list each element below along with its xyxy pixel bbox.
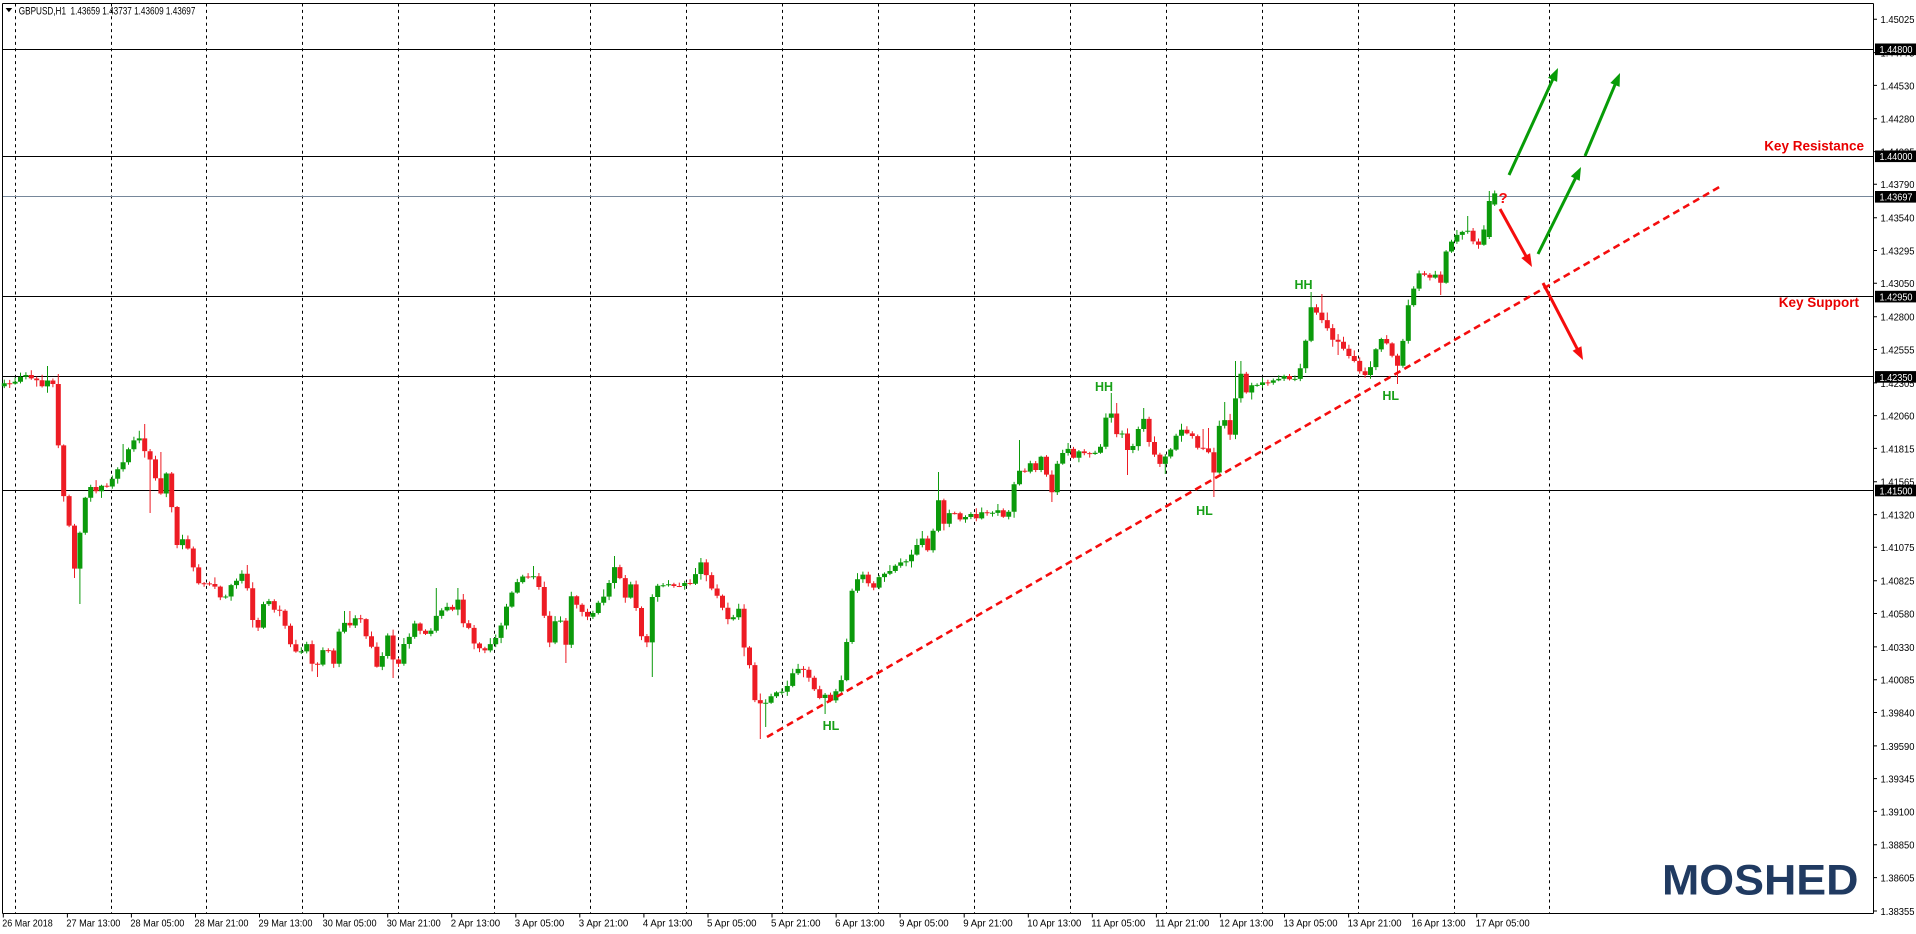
- svg-text:5 Apr 21:00: 5 Apr 21:00: [771, 918, 821, 930]
- svg-text:1.42950: 1.42950: [1880, 292, 1913, 304]
- svg-text:1.44000: 1.44000: [1880, 151, 1913, 163]
- svg-text:1.40085: 1.40085: [1881, 675, 1915, 687]
- svg-text:13 Apr 05:00: 13 Apr 05:00: [1284, 918, 1338, 930]
- svg-text:?: ?: [1499, 190, 1508, 207]
- svg-text:1.41075: 1.41075: [1881, 542, 1915, 554]
- svg-text:1.38605: 1.38605: [1881, 873, 1915, 885]
- svg-text:9 Apr 05:00: 9 Apr 05:00: [899, 918, 949, 930]
- svg-text:1.44800: 1.44800: [1880, 44, 1913, 56]
- svg-text:11 Apr 05:00: 11 Apr 05:00: [1091, 918, 1145, 930]
- svg-text:10 Apr 13:00: 10 Apr 13:00: [1027, 918, 1081, 930]
- svg-text:1.43697: 1.43697: [1880, 192, 1913, 204]
- svg-text:27 Mar 13:00: 27 Mar 13:00: [66, 918, 120, 930]
- svg-text:1.42800: 1.42800: [1881, 312, 1915, 324]
- svg-text:1.39100: 1.39100: [1881, 806, 1915, 818]
- svg-text:5 Apr 05:00: 5 Apr 05:00: [707, 918, 757, 930]
- svg-text:1.41320: 1.41320: [1881, 510, 1915, 522]
- svg-text:1.41815: 1.41815: [1881, 443, 1915, 455]
- svg-text:4 Apr 13:00: 4 Apr 13:00: [643, 918, 693, 930]
- svg-text:HL: HL: [823, 719, 840, 733]
- svg-text:1.41500: 1.41500: [1880, 485, 1913, 497]
- svg-text:HH: HH: [1294, 278, 1312, 292]
- svg-text:MOSHED: MOSHED: [1662, 858, 1859, 905]
- svg-text:1.44280: 1.44280: [1881, 114, 1915, 126]
- svg-text:GBPUSD,H1 1.43659 1.43737 1.4: GBPUSD,H1 1.43659 1.43737 1.43609 1.4369…: [19, 6, 196, 18]
- svg-text:9 Apr 21:00: 9 Apr 21:00: [963, 918, 1013, 930]
- svg-text:28 Mar 05:00: 28 Mar 05:00: [130, 918, 184, 930]
- svg-text:1.43790: 1.43790: [1881, 179, 1915, 191]
- svg-text:Key Support: Key Support: [1779, 295, 1860, 310]
- svg-text:1.40580: 1.40580: [1881, 608, 1915, 620]
- svg-text:13 Apr 21:00: 13 Apr 21:00: [1348, 918, 1402, 930]
- svg-text:2 Apr 13:00: 2 Apr 13:00: [451, 918, 501, 930]
- svg-text:1.45025: 1.45025: [1881, 14, 1915, 26]
- svg-text:26 Mar 2018: 26 Mar 2018: [2, 918, 53, 930]
- svg-text:HH: HH: [1095, 380, 1113, 394]
- svg-text:1.44530: 1.44530: [1881, 80, 1915, 92]
- svg-text:11 Apr 21:00: 11 Apr 21:00: [1155, 918, 1209, 930]
- svg-text:16 Apr 13:00: 16 Apr 13:00: [1412, 918, 1466, 930]
- svg-text:1.43295: 1.43295: [1881, 245, 1915, 257]
- svg-text:28 Mar 21:00: 28 Mar 21:00: [195, 918, 249, 930]
- svg-text:30 Mar 21:00: 30 Mar 21:00: [387, 918, 441, 930]
- svg-text:HL: HL: [1196, 504, 1213, 518]
- svg-text:1.43540: 1.43540: [1881, 213, 1915, 225]
- svg-text:1.42555: 1.42555: [1881, 344, 1915, 356]
- svg-text:3 Apr 21:00: 3 Apr 21:00: [579, 918, 629, 930]
- svg-text:12 Apr 13:00: 12 Apr 13:00: [1219, 918, 1273, 930]
- svg-text:1.39840: 1.39840: [1881, 707, 1915, 719]
- svg-text:30 Mar 05:00: 30 Mar 05:00: [323, 918, 377, 930]
- svg-text:Key Resistance: Key Resistance: [1764, 139, 1864, 154]
- svg-text:1.42350: 1.42350: [1880, 372, 1913, 384]
- svg-text:29 Mar 13:00: 29 Mar 13:00: [259, 918, 313, 930]
- svg-text:1.39345: 1.39345: [1881, 774, 1915, 786]
- svg-text:HL: HL: [1382, 389, 1399, 403]
- svg-text:1.39590: 1.39590: [1881, 741, 1915, 753]
- svg-text:1.38850: 1.38850: [1881, 840, 1915, 852]
- svg-text:1.42060: 1.42060: [1881, 411, 1915, 423]
- svg-text:3 Apr 05:00: 3 Apr 05:00: [515, 918, 565, 930]
- svg-text:1.38355: 1.38355: [1881, 906, 1915, 918]
- svg-text:17 Apr 05:00: 17 Apr 05:00: [1476, 918, 1530, 930]
- svg-text:1.43050: 1.43050: [1881, 278, 1915, 290]
- svg-text:1.40825: 1.40825: [1881, 576, 1915, 588]
- svg-text:1.40330: 1.40330: [1881, 642, 1915, 654]
- svg-text:6 Apr 13:00: 6 Apr 13:00: [835, 918, 885, 930]
